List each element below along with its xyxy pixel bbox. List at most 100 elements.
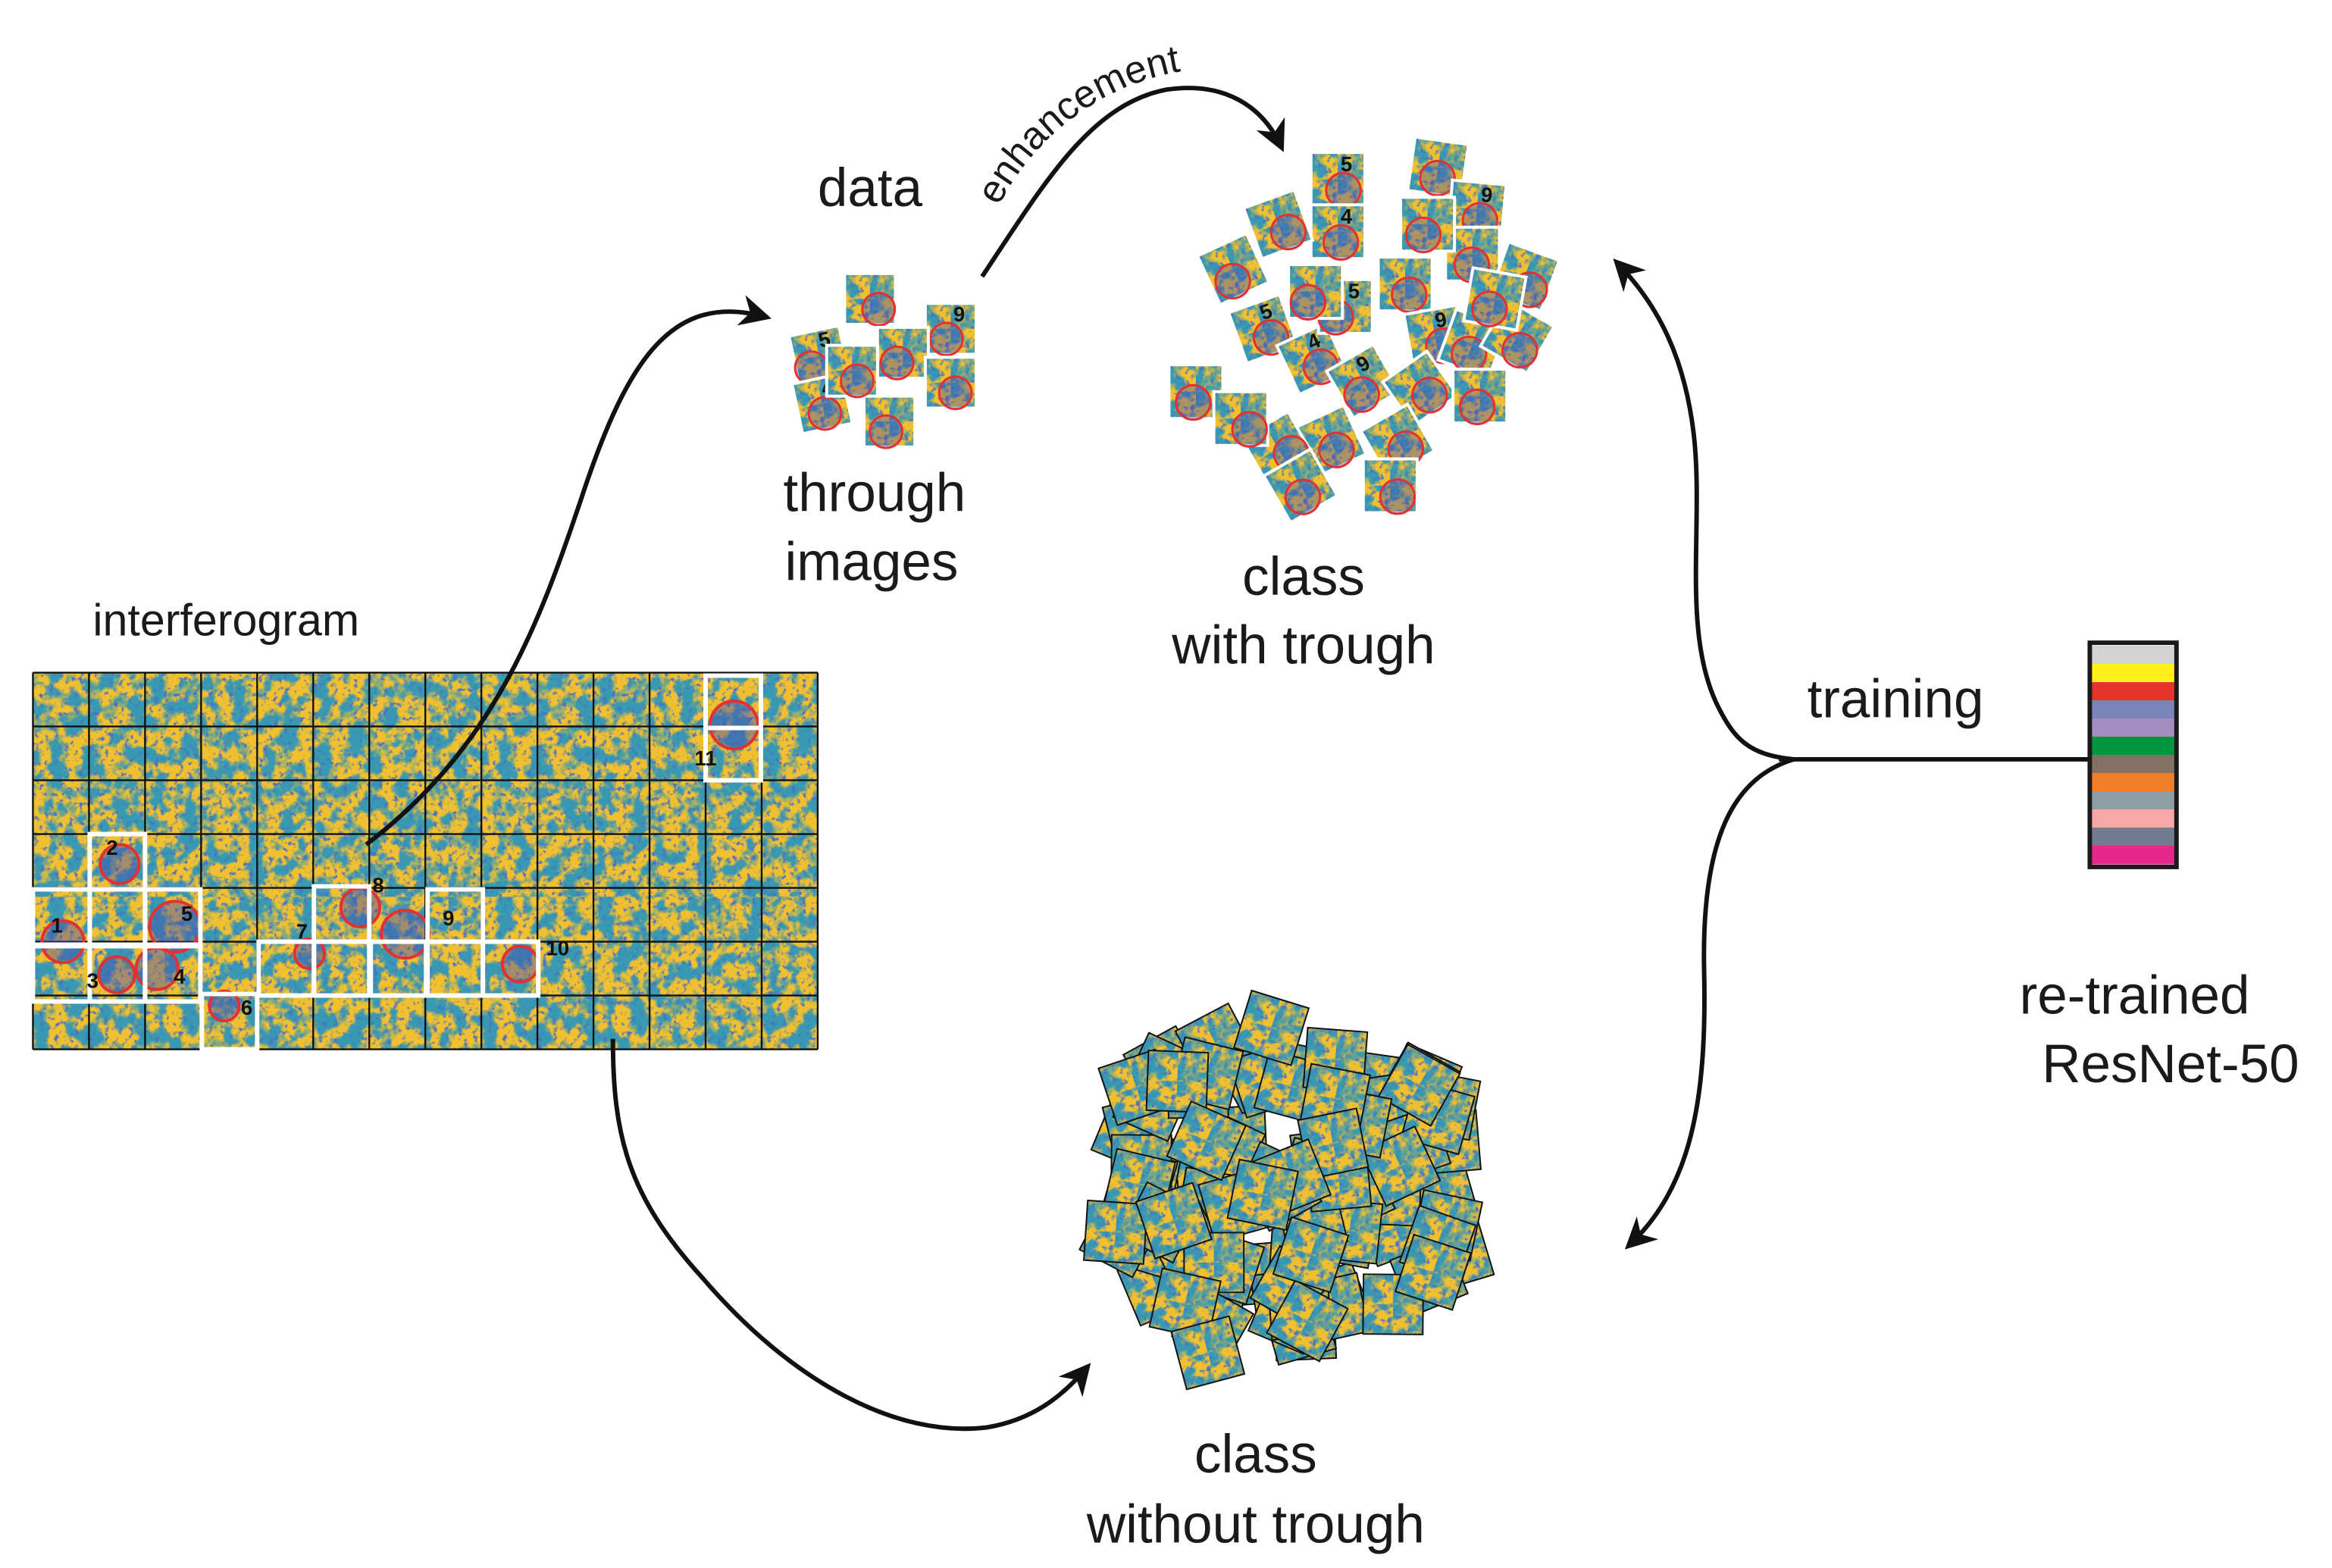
resnet-layer-stripe xyxy=(2091,791,2175,810)
trough-circle xyxy=(869,414,903,449)
trough-circle xyxy=(40,919,86,965)
trough-circle xyxy=(380,909,431,960)
tile-image xyxy=(1135,1181,1213,1260)
image-tile: 4 xyxy=(1309,203,1366,261)
resnet-layer-stripe xyxy=(2091,682,2175,701)
tile-number: 9 xyxy=(953,302,965,326)
selection-boxes xyxy=(30,673,763,1052)
image-tile xyxy=(1241,187,1315,261)
tile-number: 5 xyxy=(1348,280,1360,303)
image-tile: 5 xyxy=(1309,151,1366,209)
image-tile xyxy=(862,394,917,449)
tile-number: 4 xyxy=(1341,205,1353,228)
image-tile xyxy=(923,355,978,411)
trough-marker-1: 1 xyxy=(51,914,62,937)
trough-marker-8: 8 xyxy=(372,873,383,897)
image-tile: 9 xyxy=(1324,342,1403,421)
image-tile xyxy=(1166,1100,1247,1181)
resnet-layer-stripe xyxy=(2091,700,2175,719)
image-tile xyxy=(1232,989,1310,1066)
trough-circle xyxy=(208,989,241,1023)
tile-number: 5 xyxy=(1341,152,1352,176)
image-tile xyxy=(1395,1233,1472,1311)
image-tile xyxy=(1272,1216,1350,1294)
trough-circle xyxy=(1458,388,1496,426)
tile-image xyxy=(1083,1199,1149,1265)
tile-image xyxy=(1212,390,1269,447)
image-tile xyxy=(1170,1315,1246,1391)
trough-circle xyxy=(937,375,973,411)
trough-image-tiles: 594 xyxy=(787,271,978,449)
tile-image xyxy=(1145,1050,1210,1113)
trough-circle xyxy=(293,937,327,971)
training-arrow-down xyxy=(1624,757,1795,1250)
enhancement-text: enhancement xyxy=(968,37,1182,211)
trough-circle xyxy=(1471,290,1508,327)
resnet-layer-stripe xyxy=(2091,846,2175,865)
resnet-layer-stripe xyxy=(2091,718,2175,737)
trough-circle xyxy=(1411,377,1448,414)
image-tile xyxy=(1376,255,1434,314)
trough-circle xyxy=(840,363,875,399)
trough-circle xyxy=(1318,431,1355,468)
through-label: through xyxy=(783,464,966,524)
image-tile xyxy=(1145,1050,1210,1113)
trough-circle xyxy=(1214,262,1251,300)
tile-image xyxy=(862,394,917,449)
trough-markers: 1 2 3 4 5 6 7 8 9 10 11 xyxy=(51,746,716,1019)
resnet-frame xyxy=(2087,640,2179,869)
tile-image xyxy=(1399,196,1457,253)
trough-circle xyxy=(134,946,180,991)
trough-circle xyxy=(1175,383,1212,421)
image-tile xyxy=(1287,263,1344,321)
trough-circle xyxy=(1322,224,1360,261)
resnet-layer-stripe xyxy=(2091,755,2175,774)
resnet-layer-stripe xyxy=(2091,773,2175,792)
image-tile xyxy=(1195,231,1272,307)
tile-image xyxy=(1232,989,1310,1066)
interferogram-label: interferogram xyxy=(92,594,359,645)
image-tile xyxy=(1451,368,1509,426)
resnet-layer-stripe xyxy=(2091,809,2175,828)
tile-number: 9 xyxy=(1433,307,1449,332)
trough-circle xyxy=(97,955,136,994)
trough-marker-4: 4 xyxy=(174,965,186,988)
tile-image xyxy=(1266,1279,1349,1363)
image-tile xyxy=(875,325,930,380)
training-arrow-up xyxy=(1613,258,1795,762)
tile-image xyxy=(1226,1158,1299,1232)
with-trough-label: with trough xyxy=(1171,616,1435,676)
tile-image xyxy=(1170,1315,1246,1391)
trough-marker-6: 6 xyxy=(241,996,252,1019)
trough-marker-11: 11 xyxy=(694,746,716,770)
tile-image xyxy=(1377,1043,1461,1127)
trough-circle xyxy=(861,291,897,327)
without-trough-label: without trough xyxy=(1086,1494,1425,1554)
tile-image xyxy=(1395,1233,1472,1311)
trough-circle xyxy=(1391,276,1428,314)
tile-number: 9 xyxy=(1480,183,1494,207)
tile-image xyxy=(1309,151,1366,208)
training-label: training xyxy=(1808,670,1984,730)
resnet-label-line1: re-trained xyxy=(2020,966,2250,1025)
trough-circle xyxy=(99,843,141,885)
image-tile xyxy=(1226,1158,1299,1232)
with-trough-class-label: class xyxy=(1242,547,1365,607)
interferogram: 1 2 3 4 5 6 7 8 9 10 11 xyxy=(30,671,819,1052)
selection-box xyxy=(480,939,541,998)
trough-circle xyxy=(1379,478,1416,515)
image-tile xyxy=(825,343,879,399)
trough-circle xyxy=(1404,216,1442,254)
trough-circle xyxy=(708,699,760,751)
resnet-layer-stripe xyxy=(2091,664,2175,683)
trough-circle xyxy=(879,345,915,380)
trough-circle xyxy=(1269,213,1307,251)
trough-marker-7: 7 xyxy=(296,920,308,944)
tile-image xyxy=(1451,368,1509,425)
non-trough-arrow xyxy=(610,1038,1091,1432)
resnet-label-line2: ResNet-50 xyxy=(2042,1034,2299,1094)
data-label: data xyxy=(818,158,923,218)
resnet-layer-stripe xyxy=(2091,737,2175,756)
without-trough-class-label: class xyxy=(1194,1425,1317,1485)
